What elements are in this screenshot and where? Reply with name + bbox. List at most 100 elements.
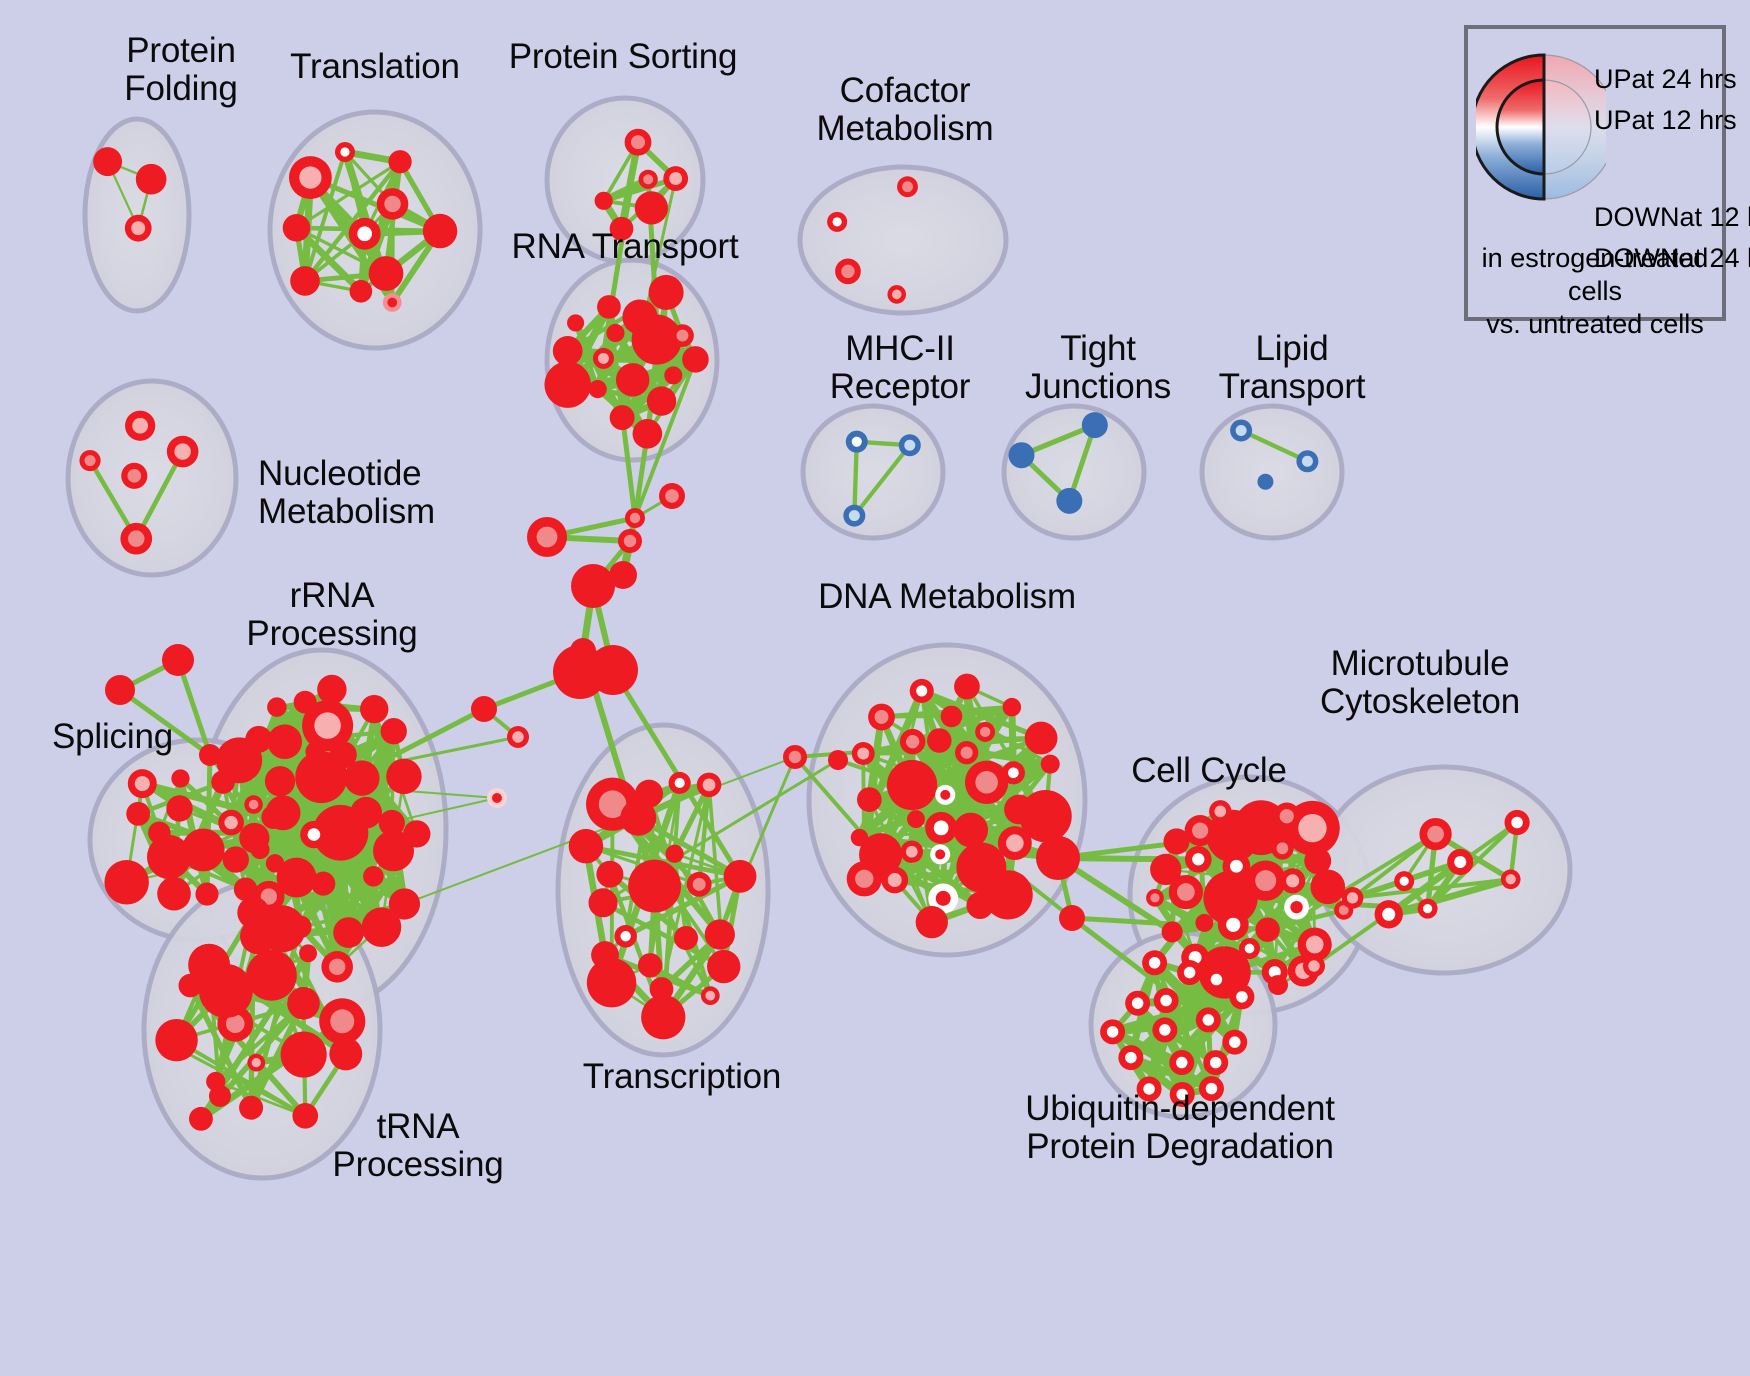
network-node[interactable] bbox=[290, 266, 320, 296]
network-node[interactable] bbox=[567, 314, 585, 332]
network-node[interactable] bbox=[668, 771, 691, 795]
network-node[interactable] bbox=[1206, 809, 1260, 863]
network-node[interactable] bbox=[707, 949, 741, 984]
network-node[interactable] bbox=[199, 744, 221, 766]
network-node[interactable] bbox=[1394, 871, 1415, 892]
network-node[interactable] bbox=[93, 147, 123, 177]
network-node[interactable] bbox=[189, 1106, 213, 1131]
network-node[interactable] bbox=[1229, 984, 1255, 1010]
network-node[interactable] bbox=[288, 156, 332, 199]
network-node[interactable] bbox=[378, 809, 405, 837]
network-node[interactable] bbox=[1059, 905, 1085, 931]
network-node[interactable] bbox=[1238, 937, 1261, 960]
network-node[interactable] bbox=[386, 758, 422, 795]
network-node[interactable] bbox=[609, 405, 635, 431]
network-node[interactable] bbox=[124, 214, 152, 242]
network-node[interactable] bbox=[696, 772, 722, 798]
network-node[interactable] bbox=[1184, 815, 1216, 847]
network-node[interactable] bbox=[935, 784, 956, 805]
network-node[interactable] bbox=[886, 759, 938, 811]
network-node[interactable] bbox=[239, 822, 270, 854]
network-node[interactable] bbox=[258, 905, 306, 953]
network-node[interactable] bbox=[471, 696, 497, 722]
network-node[interactable] bbox=[544, 361, 591, 408]
network-node[interactable] bbox=[280, 1031, 327, 1078]
network-node[interactable] bbox=[622, 299, 658, 335]
network-node[interactable] bbox=[1152, 1017, 1178, 1043]
network-node[interactable] bbox=[1284, 894, 1309, 920]
network-node[interactable] bbox=[1500, 869, 1521, 890]
network-node[interactable] bbox=[783, 745, 807, 769]
network-node[interactable] bbox=[1146, 888, 1164, 907]
network-node[interactable] bbox=[664, 366, 683, 385]
network-node[interactable] bbox=[682, 346, 709, 373]
network-node[interactable] bbox=[218, 809, 244, 836]
network-node[interactable] bbox=[925, 811, 958, 844]
network-node[interactable] bbox=[899, 728, 926, 755]
network-node[interactable] bbox=[166, 795, 193, 822]
network-node[interactable] bbox=[1273, 802, 1301, 830]
network-node[interactable] bbox=[930, 844, 951, 865]
network-node[interactable] bbox=[571, 564, 615, 608]
network-node[interactable] bbox=[597, 295, 621, 319]
network-node[interactable] bbox=[120, 522, 153, 555]
network-node[interactable] bbox=[388, 888, 421, 920]
network-node[interactable] bbox=[1056, 487, 1083, 514]
network-node[interactable] bbox=[157, 876, 191, 911]
network-node[interactable] bbox=[267, 724, 303, 760]
network-node[interactable] bbox=[198, 963, 253, 1018]
network-node[interactable] bbox=[641, 994, 686, 1040]
network-node[interactable] bbox=[382, 293, 402, 312]
network-node[interactable] bbox=[983, 870, 1033, 920]
network-node[interactable] bbox=[121, 462, 148, 489]
network-node[interactable] bbox=[649, 977, 674, 1001]
network-node[interactable] bbox=[632, 418, 663, 449]
network-node[interactable] bbox=[1255, 917, 1280, 942]
network-node[interactable] bbox=[195, 882, 219, 906]
network-node[interactable] bbox=[659, 483, 685, 509]
network-node[interactable] bbox=[1303, 955, 1325, 977]
network-node[interactable] bbox=[1297, 927, 1332, 962]
network-node[interactable] bbox=[344, 760, 380, 796]
network-node[interactable] bbox=[376, 188, 409, 220]
network-node[interactable] bbox=[329, 1037, 363, 1071]
network-node[interactable] bbox=[665, 844, 684, 863]
network-node[interactable] bbox=[674, 926, 699, 951]
network-node[interactable] bbox=[828, 750, 848, 770]
network-node[interactable] bbox=[1296, 450, 1319, 473]
network-node[interactable] bbox=[646, 386, 677, 416]
network-node[interactable] bbox=[588, 645, 638, 695]
network-node[interactable] bbox=[1081, 412, 1108, 439]
network-node[interactable] bbox=[628, 859, 682, 913]
network-node[interactable] bbox=[162, 644, 194, 676]
network-node[interactable] bbox=[372, 830, 415, 872]
network-node[interactable] bbox=[1019, 789, 1072, 843]
network-node[interactable] bbox=[1036, 836, 1080, 880]
network-node[interactable] bbox=[282, 214, 311, 242]
network-node[interactable] bbox=[909, 678, 934, 703]
network-node[interactable] bbox=[897, 176, 918, 198]
network-node[interactable] bbox=[247, 1053, 266, 1072]
network-node[interactable] bbox=[868, 703, 895, 731]
network-node[interactable] bbox=[171, 769, 190, 788]
network-node[interactable] bbox=[1195, 1007, 1221, 1033]
network-node[interactable] bbox=[704, 919, 735, 950]
network-node[interactable] bbox=[368, 256, 404, 291]
network-node[interactable] bbox=[928, 883, 959, 914]
network-node[interactable] bbox=[1209, 800, 1232, 823]
network-node[interactable] bbox=[1168, 874, 1204, 910]
network-node[interactable] bbox=[1100, 1019, 1126, 1045]
network-node[interactable] bbox=[127, 769, 157, 799]
network-node[interactable] bbox=[596, 860, 624, 888]
network-node[interactable] bbox=[940, 705, 963, 728]
network-node[interactable] bbox=[1125, 990, 1151, 1016]
network-node[interactable] bbox=[1447, 848, 1474, 876]
network-node[interactable] bbox=[239, 1095, 264, 1120]
network-node[interactable] bbox=[618, 529, 642, 553]
network-node[interactable] bbox=[1118, 1045, 1144, 1071]
network-node[interactable] bbox=[422, 213, 458, 249]
network-node[interactable] bbox=[276, 857, 317, 898]
network-node[interactable] bbox=[1184, 845, 1212, 873]
network-node[interactable] bbox=[1198, 1076, 1224, 1102]
network-node[interactable] bbox=[1222, 1029, 1248, 1055]
